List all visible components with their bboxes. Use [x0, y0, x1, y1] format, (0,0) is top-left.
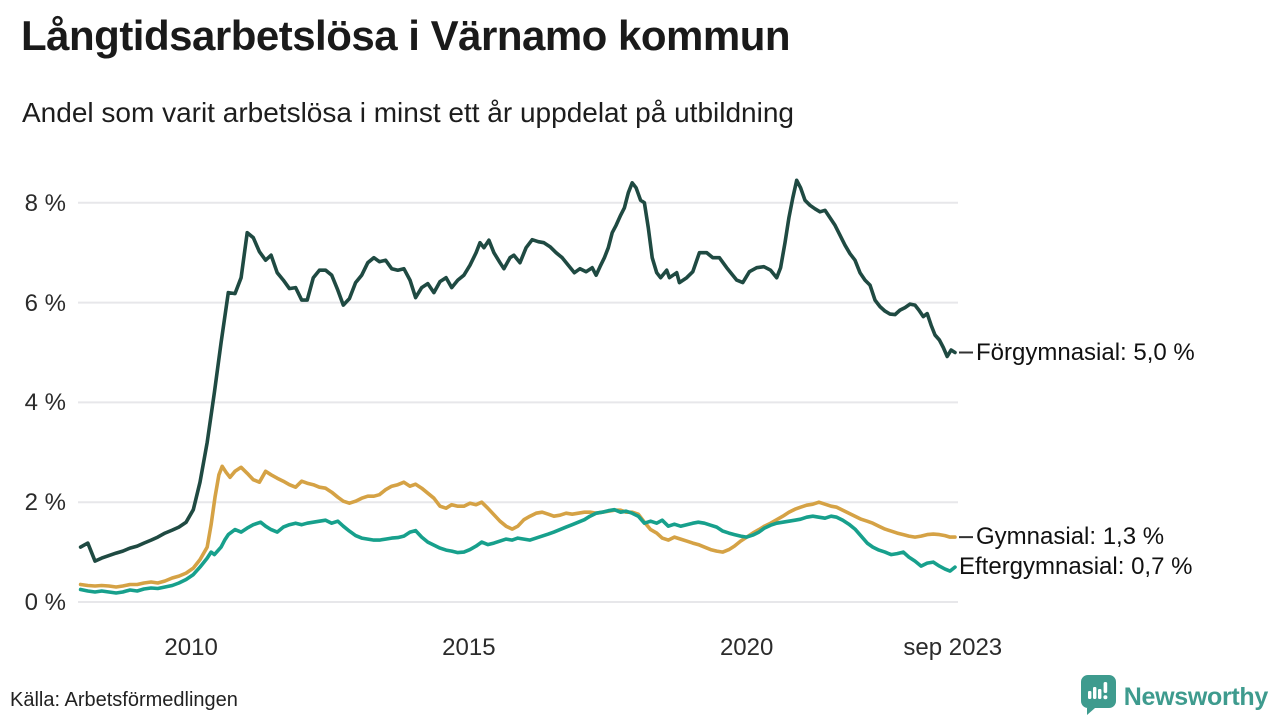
page-title: Långtidsarbetslösa i Värnamo kommun: [21, 12, 791, 59]
source-note: Källa: Arbetsförmedlingen: [10, 689, 238, 711]
x-tick-label: 2015: [442, 634, 496, 661]
newsworthy-chart-bubble-icon: [1080, 674, 1117, 720]
brand-name: Newsworthy: [1123, 683, 1269, 711]
series-label-forgymnasial: Förgymnasial: 5,0 %: [976, 338, 1195, 366]
y-tick-label: 0 %: [24, 589, 66, 616]
y-tick-label: 2 %: [24, 489, 66, 517]
series-label-gymnasial: Gymnasial: 1,3 %: [976, 523, 1165, 551]
y-tick-label: 8 %: [24, 189, 66, 217]
x-tick-label: 2010: [164, 634, 218, 661]
x-tick-label: sep 2023: [903, 634, 1003, 661]
y-tick-label: 6 %: [24, 289, 66, 317]
y-tick-label: 4 %: [24, 389, 66, 417]
x-tick-label: 2020: [719, 634, 774, 661]
page-subtitle: Andel som varit arbetslösa i minst ett å…: [22, 97, 794, 128]
series-label-eftergymnasial: Eftergymnasial: 0,7 %: [959, 553, 1193, 581]
brand-logo: Newsworthy: [1080, 674, 1268, 720]
